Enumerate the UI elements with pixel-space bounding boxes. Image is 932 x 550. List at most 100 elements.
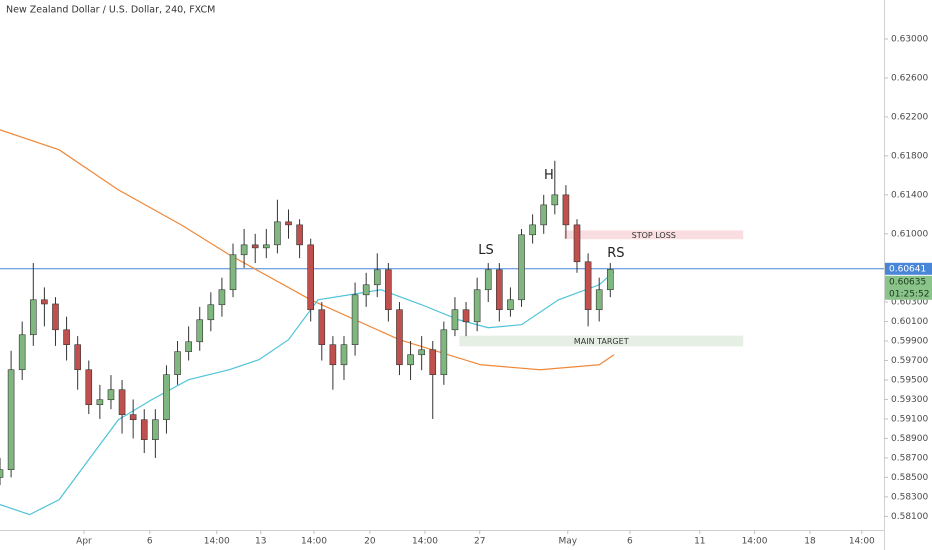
last-price-tag — [885, 275, 932, 300]
candle-body — [473, 289, 481, 323]
candle-body — [451, 309, 459, 331]
candle-body — [462, 309, 470, 323]
y-tick-label: 0.61000 — [891, 229, 928, 239]
x-tick-label: 14:00 — [204, 537, 230, 547]
candle-body — [373, 269, 381, 286]
x-tick-label: 6 — [627, 537, 633, 547]
candle-body — [606, 269, 614, 291]
candle-body — [185, 341, 192, 353]
candle-body — [396, 309, 403, 366]
x-tick-label: 11 — [694, 537, 705, 547]
candle-body — [129, 414, 137, 421]
candle-body — [218, 289, 226, 306]
pattern-label: H — [544, 168, 554, 183]
moving-average — [0, 271, 615, 516]
x-tick-label: May — [558, 537, 577, 547]
candle-body — [496, 269, 503, 311]
x-tick-label: 6 — [147, 537, 153, 547]
candle-body — [296, 224, 303, 246]
price-line-tag — [885, 262, 932, 275]
zone — [564, 230, 744, 240]
last-price-label: 0.60635 — [889, 277, 926, 287]
zone — [459, 335, 744, 347]
candle-body — [0, 469, 4, 478]
candle-body — [595, 289, 603, 311]
candle-body — [41, 299, 48, 305]
chart-title: New Zealand Dollar / U.S. Dollar, 240, F… — [6, 5, 215, 16]
y-tick-label: 0.60300 — [891, 298, 928, 308]
x-tick-label: 13 — [255, 537, 266, 547]
candle-body — [163, 374, 170, 421]
candle-body — [74, 344, 81, 371]
candle-body — [263, 244, 270, 249]
candle-body — [429, 349, 437, 376]
y-tick-label: 0.60100 — [891, 317, 928, 327]
candle-body — [529, 224, 536, 236]
x-tick-label: 20 — [364, 537, 376, 547]
x-tick-label: 18 — [804, 537, 816, 547]
pattern-label: RS — [607, 246, 624, 261]
candle-body — [152, 419, 159, 440]
y-tick-label: 0.59300 — [891, 395, 928, 405]
x-tick-label: 14:00 — [301, 537, 327, 547]
candle-body — [18, 334, 26, 371]
candle-body — [562, 194, 570, 226]
zone-label: STOP LOSS — [632, 231, 676, 240]
candle-body — [207, 304, 215, 321]
candle-body — [174, 351, 181, 376]
candle-body — [85, 369, 93, 406]
candle-body — [118, 389, 126, 415]
candle-body — [107, 389, 115, 401]
y-tick-label: 0.59900 — [891, 336, 928, 346]
y-tick-label: 0.59700 — [891, 356, 928, 366]
candle-body — [385, 269, 392, 311]
pattern-label: LS — [478, 243, 494, 258]
x-tick-label: 14:00 — [849, 537, 875, 547]
y-tick-label: 0.59500 — [891, 375, 928, 385]
candle-body — [274, 221, 281, 246]
candle-body — [507, 299, 514, 311]
x-tick-label: Apr — [76, 537, 92, 547]
x-tick-label: 27 — [474, 537, 485, 547]
candle-body — [551, 194, 559, 206]
y-tick-label: 0.59100 — [891, 414, 928, 424]
candle-body — [351, 294, 359, 345]
candle-body — [329, 344, 337, 366]
candle-body — [140, 419, 148, 440]
candle-body — [484, 269, 492, 291]
y-tick-label: 0.62600 — [891, 73, 928, 83]
price-line-label: 0.60641 — [889, 264, 926, 274]
y-tick-label: 0.62200 — [891, 112, 928, 122]
candle-body — [196, 319, 204, 343]
y-tick-label: 0.58500 — [891, 473, 928, 483]
candle-body — [407, 354, 414, 366]
y-tick-label: 0.63000 — [891, 34, 928, 44]
x-tick-label: 14:00 — [412, 537, 438, 547]
candle-body — [229, 254, 237, 291]
candle-body — [7, 369, 15, 470]
candle-body — [307, 244, 314, 311]
countdown: 01:25:52 — [889, 289, 929, 299]
y-tick-label: 0.58300 — [891, 492, 928, 502]
y-tick-label: 0.58100 — [891, 512, 928, 522]
candle-body — [29, 299, 37, 336]
candle-body — [573, 224, 581, 263]
candle-body — [540, 204, 548, 226]
candle-body — [440, 329, 448, 376]
x-tick-label: 14:00 — [742, 537, 768, 547]
candle-body — [318, 309, 326, 345]
candle-body — [63, 329, 70, 345]
candle-body — [96, 399, 104, 406]
candle-body — [251, 244, 259, 249]
y-tick-label: 0.61400 — [891, 190, 928, 200]
candle-body — [418, 349, 425, 356]
y-tick-label: 0.61800 — [891, 151, 928, 161]
candle-body — [584, 261, 592, 311]
zone-label: MAIN TARGET — [574, 337, 629, 346]
candle-body — [52, 303, 59, 331]
candle-body — [518, 234, 525, 301]
y-tick-label: 0.58700 — [891, 453, 928, 463]
